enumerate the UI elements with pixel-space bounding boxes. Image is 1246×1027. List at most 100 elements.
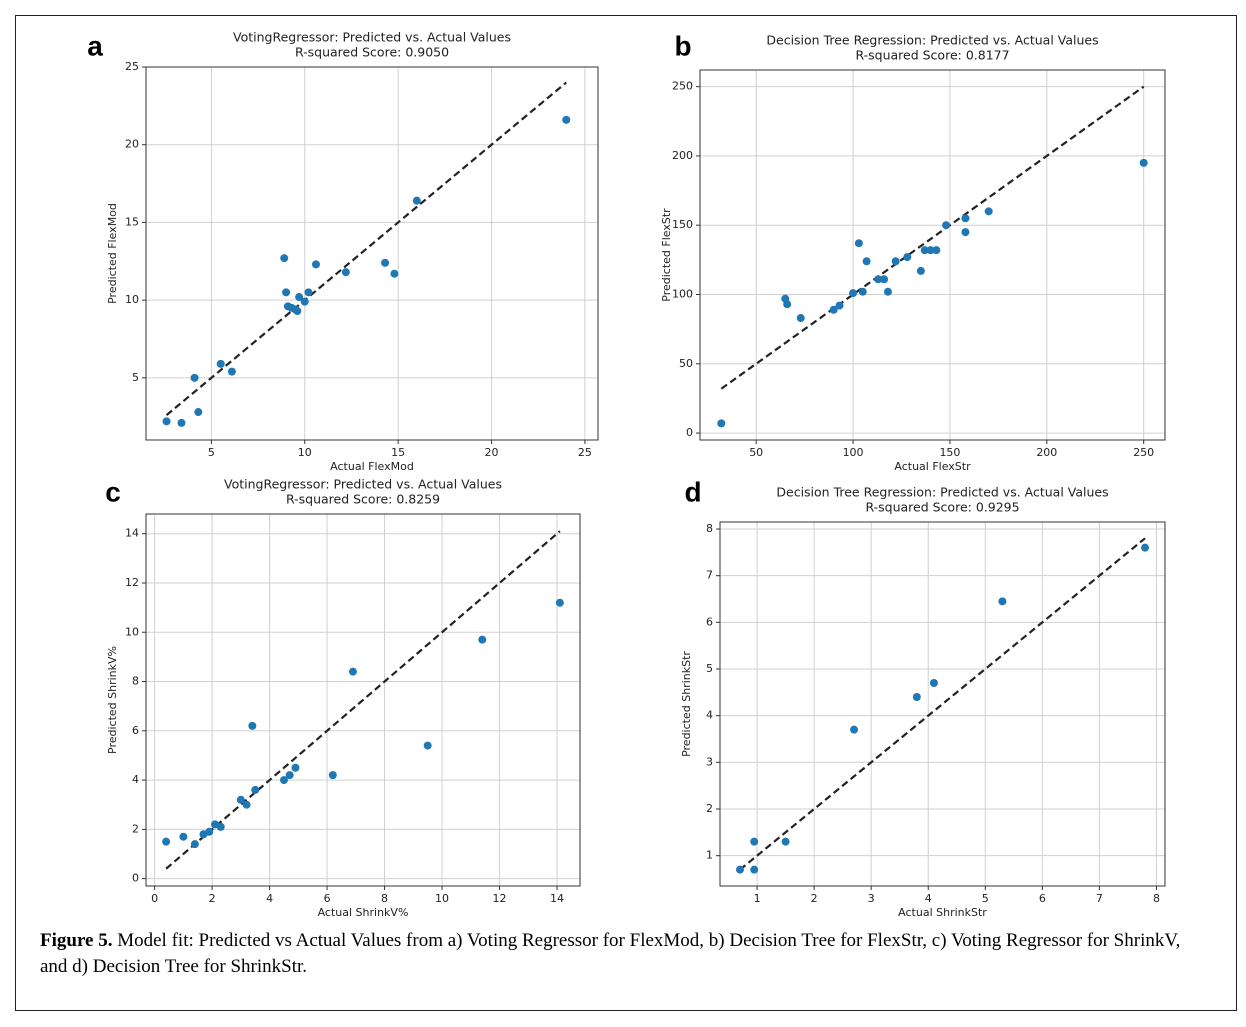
x-tick-label: 0: [151, 892, 158, 905]
point: [998, 597, 1007, 606]
y-tick-label: 4: [706, 709, 713, 722]
point: [1141, 543, 1150, 552]
chart-subtitle: R-squared Score: 0.8177: [855, 48, 1009, 63]
point: [412, 196, 421, 205]
identity-line: [739, 537, 1146, 871]
caption: Figure 5. Model fit: Predicted vs Actual…: [40, 928, 1200, 980]
point: [555, 598, 564, 607]
y-tick-label: 250: [672, 80, 693, 93]
y-axis-label: Predicted FlexMod: [106, 203, 119, 304]
y-tick-label: 200: [672, 149, 693, 162]
point: [829, 305, 838, 314]
figure: a VotingRegressor: Predicted vs. Actual V…: [87, 30, 1166, 919]
y-tick-label: 0: [686, 426, 693, 439]
point: [205, 827, 214, 836]
x-tick-label: 4: [925, 892, 932, 905]
caption-label: Figure 5.: [40, 930, 113, 951]
point: [341, 268, 350, 277]
panel-letter: b: [674, 30, 691, 61]
panel-letter: a: [87, 30, 103, 61]
point: [854, 239, 863, 248]
y-tick-label: 5: [132, 371, 139, 384]
x-tick-label: 50: [749, 446, 763, 459]
panel-letter: c: [105, 476, 121, 507]
point: [248, 721, 257, 730]
point: [883, 287, 892, 296]
x-tick-label: 5: [982, 892, 989, 905]
point: [162, 837, 171, 846]
point: [942, 221, 951, 230]
point: [282, 288, 291, 297]
point: [926, 246, 935, 255]
y-tick-label: 50: [679, 357, 693, 370]
y-tick-label: 0: [132, 872, 139, 885]
y-tick-label: 12: [125, 576, 139, 589]
x-tick-label: 3: [868, 892, 875, 905]
point: [293, 307, 302, 316]
point: [961, 214, 970, 223]
point: [236, 795, 245, 804]
y-tick-label: 4: [132, 773, 139, 786]
x-tick-label: 7: [1096, 892, 1103, 905]
x-tick-label: 250: [1133, 446, 1154, 459]
x-tick-label: 14: [550, 892, 564, 905]
y-tick-label: 2: [706, 802, 713, 815]
point: [781, 837, 790, 846]
y-tick-label: 20: [125, 138, 139, 151]
point: [280, 254, 289, 263]
y-tick-label: 7: [706, 569, 713, 582]
point: [190, 373, 199, 382]
y-tick-label: 8: [132, 675, 139, 688]
point: [862, 257, 871, 266]
axes-frame: [699, 69, 1166, 441]
point: [190, 840, 199, 849]
chart-subtitle: R-squared Score: 0.9295: [865, 500, 1019, 515]
x-tick-label: 6: [324, 892, 331, 905]
point: [177, 418, 186, 427]
y-tick-label: 15: [125, 215, 139, 228]
point: [849, 289, 858, 298]
y-tick-label: 3: [706, 755, 713, 768]
point: [920, 246, 929, 255]
point: [216, 359, 225, 368]
y-tick-label: 14: [125, 527, 139, 540]
x-axis-label: Actual ShrinkV%: [318, 906, 409, 919]
point: [750, 837, 759, 846]
point: [880, 275, 889, 284]
x-tick-label: 6: [1039, 892, 1046, 905]
point: [285, 771, 294, 780]
point: [227, 367, 236, 376]
chart-subtitle: R-squared Score: 0.8259: [286, 492, 440, 507]
x-tick-label: 100: [843, 446, 864, 459]
point: [300, 297, 309, 306]
point: [216, 822, 225, 831]
chart-subtitle: R-squared Score: 0.9050: [295, 45, 449, 60]
x-tick-label: 4: [266, 892, 273, 905]
y-tick-label: 6: [132, 724, 139, 737]
point: [179, 832, 188, 841]
x-tick-label: 20: [485, 446, 499, 459]
axes-frame: [719, 521, 1166, 887]
chart-title: VotingRegressor: Predicted vs. Actual Va…: [233, 30, 511, 45]
y-tick-label: 150: [672, 218, 693, 231]
point: [242, 800, 251, 809]
point: [291, 763, 300, 772]
identity-line: [720, 85, 1145, 390]
x-axis-label: Actual ShrinkStr: [898, 906, 987, 919]
point: [984, 207, 993, 216]
x-axis-label: Actual FlexMod: [330, 460, 414, 473]
x-tick-label: 12: [493, 892, 507, 905]
axes-frame: [145, 513, 581, 887]
x-tick-label: 25: [578, 446, 592, 459]
point: [251, 785, 260, 794]
point: [850, 725, 859, 734]
point: [796, 314, 805, 323]
panel-letter: d: [684, 476, 701, 507]
point: [381, 258, 390, 267]
point: [1139, 158, 1148, 167]
x-axis-label: Actual FlexStr: [894, 460, 971, 473]
point: [328, 771, 337, 780]
point: [858, 287, 867, 296]
x-tick-label: 10: [435, 892, 449, 905]
chart-title: VotingRegressor: Predicted vs. Actual Va…: [224, 477, 502, 492]
